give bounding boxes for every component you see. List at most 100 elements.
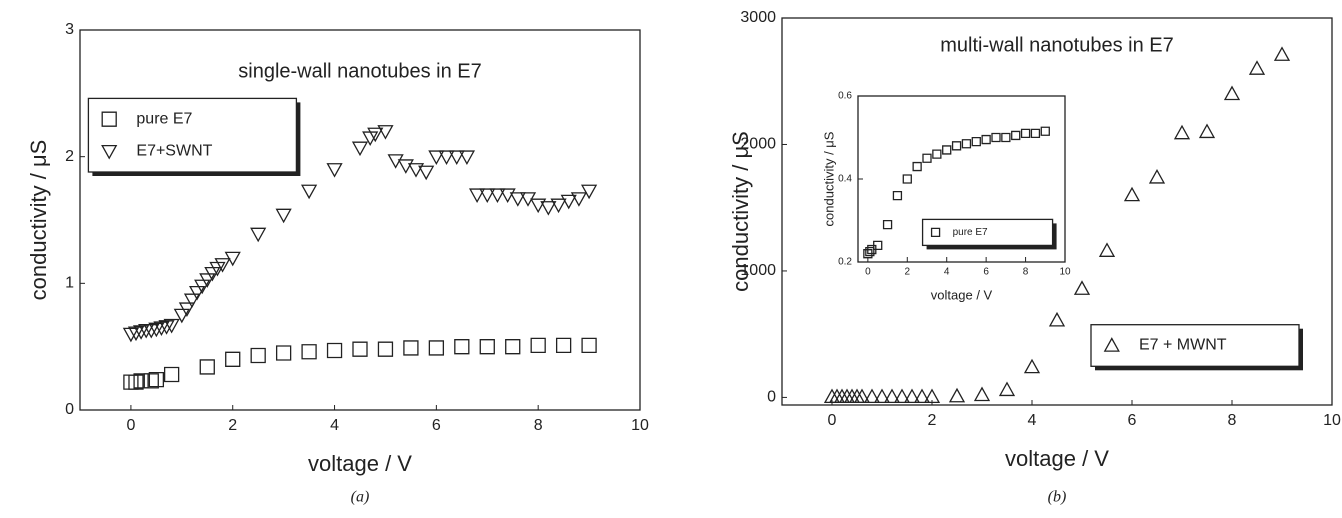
data-point	[1011, 130, 1021, 141]
data-point	[300, 184, 318, 200]
data-point	[1040, 126, 1050, 136]
y-axis-label: conductivity / μS	[821, 131, 836, 226]
x-tick-label: 2	[905, 267, 911, 278]
data-point	[893, 388, 911, 404]
caption: (b)	[1048, 489, 1067, 506]
data-point	[250, 347, 266, 364]
data-point	[225, 351, 241, 367]
data-point	[448, 150, 465, 166]
data-point	[214, 258, 231, 273]
x-tick-label: 2	[228, 417, 237, 434]
y-tick-label: 3000	[740, 9, 776, 26]
data-point	[428, 340, 445, 356]
data-point	[489, 188, 506, 204]
legend-label: pure E7	[136, 110, 192, 127]
y-axis-label: conductivity / μS	[728, 131, 753, 292]
data-point	[1048, 311, 1066, 327]
data-point	[902, 174, 912, 184]
data-point	[183, 293, 201, 309]
x-tick-label: 2	[928, 412, 937, 429]
data-point	[1020, 128, 1031, 138]
data-point	[998, 381, 1016, 397]
y-tick-label: 3	[65, 21, 74, 38]
data-point	[199, 359, 215, 375]
legend-label: E7+SWNT	[136, 142, 212, 159]
data-point	[865, 246, 875, 257]
data-point	[892, 190, 903, 201]
data-point	[873, 388, 891, 404]
data-point	[882, 220, 893, 230]
data-point	[863, 388, 881, 404]
data-point	[188, 285, 206, 301]
x-axis-label: voltage / V	[308, 451, 412, 476]
data-point	[148, 322, 165, 338]
legend	[1090, 324, 1300, 367]
data-point	[581, 337, 597, 354]
legend	[87, 97, 298, 173]
data-point	[479, 339, 495, 355]
data-point	[981, 134, 991, 145]
data-point	[530, 198, 547, 214]
x-tick-label: 0	[126, 417, 135, 434]
data-point	[863, 249, 873, 259]
data-point	[204, 266, 221, 282]
data-point	[250, 227, 267, 243]
data-point	[555, 337, 572, 354]
x-tick-label: 6	[1128, 412, 1137, 429]
x-tick-label: 0	[865, 267, 871, 278]
data-point	[128, 374, 144, 390]
data-point	[873, 240, 883, 251]
data-point	[458, 150, 476, 166]
data-point	[122, 327, 140, 343]
data-point	[326, 163, 343, 178]
data-point	[438, 150, 455, 166]
legend-marker	[101, 144, 118, 160]
y-tick-label: 2	[65, 148, 74, 165]
x-tick-label: 10	[1323, 412, 1341, 429]
data-point	[407, 163, 425, 178]
data-point	[428, 150, 445, 166]
data-point	[1123, 186, 1141, 202]
data-point	[199, 273, 216, 288]
caption: (a)	[351, 489, 370, 506]
data-point	[540, 201, 557, 216]
data-point	[912, 161, 922, 172]
data-point	[922, 153, 932, 163]
data-point	[560, 194, 577, 210]
y-tick-label: 1000	[740, 262, 776, 279]
y-tick-label: 0.4	[838, 174, 852, 185]
data-point	[1198, 123, 1216, 139]
data-point	[883, 388, 901, 404]
data-point	[367, 127, 384, 143]
x-tick-label: 10	[1059, 267, 1071, 278]
legend-label: pure E7	[953, 227, 988, 238]
data-point	[352, 341, 368, 357]
x-tick-label: 0	[828, 412, 837, 429]
x-tick-label: 4	[1028, 412, 1037, 429]
data-point	[148, 371, 165, 388]
data-point	[468, 188, 486, 204]
data-point	[143, 373, 159, 389]
x-tick-label: 4	[330, 417, 339, 434]
data-point	[961, 139, 972, 149]
x-axis-label: voltage / V	[931, 287, 993, 302]
data-point	[1073, 280, 1091, 295]
data-point	[1098, 242, 1116, 257]
data-point	[1173, 124, 1191, 140]
data-point	[942, 145, 952, 155]
y-tick-label: 0.2	[838, 257, 852, 268]
data-point	[479, 188, 496, 204]
data-point	[505, 339, 521, 355]
data-point	[1001, 132, 1011, 143]
data-point	[377, 341, 394, 357]
data-point	[403, 340, 419, 356]
x-tick-label: 6	[983, 267, 989, 278]
y-tick-label: 0.6	[838, 91, 852, 102]
data-point	[132, 325, 150, 340]
data-point	[194, 279, 211, 295]
data-point	[163, 318, 180, 334]
x-tick-label: 6	[432, 417, 441, 434]
data-point	[1273, 46, 1291, 61]
data-point	[178, 302, 196, 318]
data-point	[418, 165, 435, 181]
